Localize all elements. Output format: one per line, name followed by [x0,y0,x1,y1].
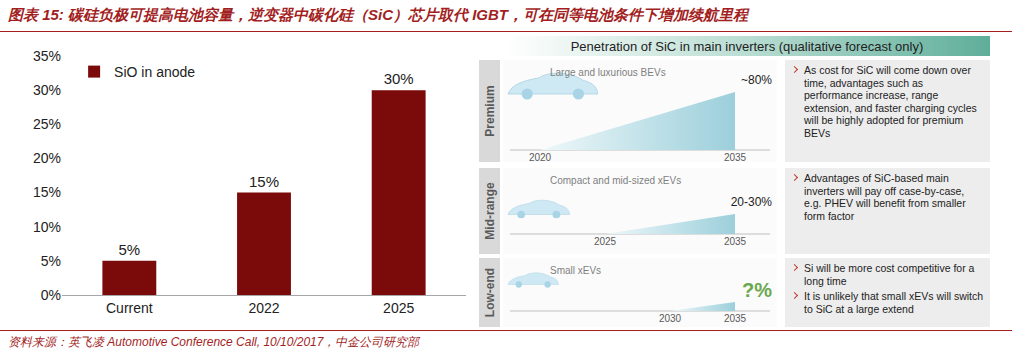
svg-text:5%: 5% [118,241,140,258]
svg-text:~80%: ~80% [741,73,772,87]
svg-text:2022: 2022 [248,300,279,316]
html-text:图表 15: 碳硅负极可提高电池容量，逆变器中碳化硅（SiC: 图表 15: 碳硅负极可提高电池容量，逆变器中碳化硅（SiC）芯片取代 IGBT… [8,6,748,23]
svg-text:5%: 5% [41,253,61,269]
svg-text:15%: 15% [249,173,279,190]
html-text:Advantages of SiC-based main i: Advantages of SiC-based main inverters w… [804,172,966,222]
svg-text:2025: 2025 [383,300,414,316]
svg-text:35%: 35% [33,48,61,64]
svg-text:Large and luxurious BEVs: Large and luxurious BEVs [550,67,666,78]
svg-text:20%: 20% [33,150,61,166]
svg-text:10%: 10% [33,219,61,235]
svg-text:25%: 25% [33,116,61,132]
svg-text:0%: 0% [41,287,61,303]
svg-text:2025: 2025 [594,236,617,247]
svg-text:Small xEVs: Small xEVs [550,265,601,276]
svg-text:2020: 2020 [529,152,552,163]
svg-text:2035: 2035 [724,236,747,247]
svg-text:Compact and mid-sized xEVs: Compact and mid-sized xEVs [550,175,681,186]
svg-text:20-30%: 20-30% [731,195,773,209]
svg-text:30%: 30% [33,82,61,98]
svg-text:?%: ?% [742,279,772,301]
svg-text:2030: 2030 [659,313,682,324]
svg-text:Premium: Premium [483,85,497,136]
svg-text:2035: 2035 [724,152,747,163]
svg-text:Mid-range: Mid-range [483,182,497,240]
svg-text:2035: 2035 [724,313,747,324]
svg-text:Current: Current [106,300,153,316]
svg-text:15%: 15% [33,184,61,200]
svg-text:Penetration of SiC in main inv: Penetration of SiC in main inverters (qu… [571,39,924,54]
svg-text:SiO in anode: SiO in anode [114,64,195,80]
svg-text:30%: 30% [384,70,414,87]
html-text:资料来源：英飞凌 Automotive Conference: 资料来源：英飞凌 Automotive Conference Call, 10/… [8,335,420,349]
html-text:As cost for SiC will come down: As cost for SiC will come down over time… [804,64,977,139]
svg-text:Low-end: Low-end [483,268,497,317]
html-text:Si will be more cost competiti: Si will be more cost competitive for a l… [804,262,975,287]
html-text:It is unlikely that small xEVs: It is unlikely that small xEVs will swit… [804,290,984,315]
